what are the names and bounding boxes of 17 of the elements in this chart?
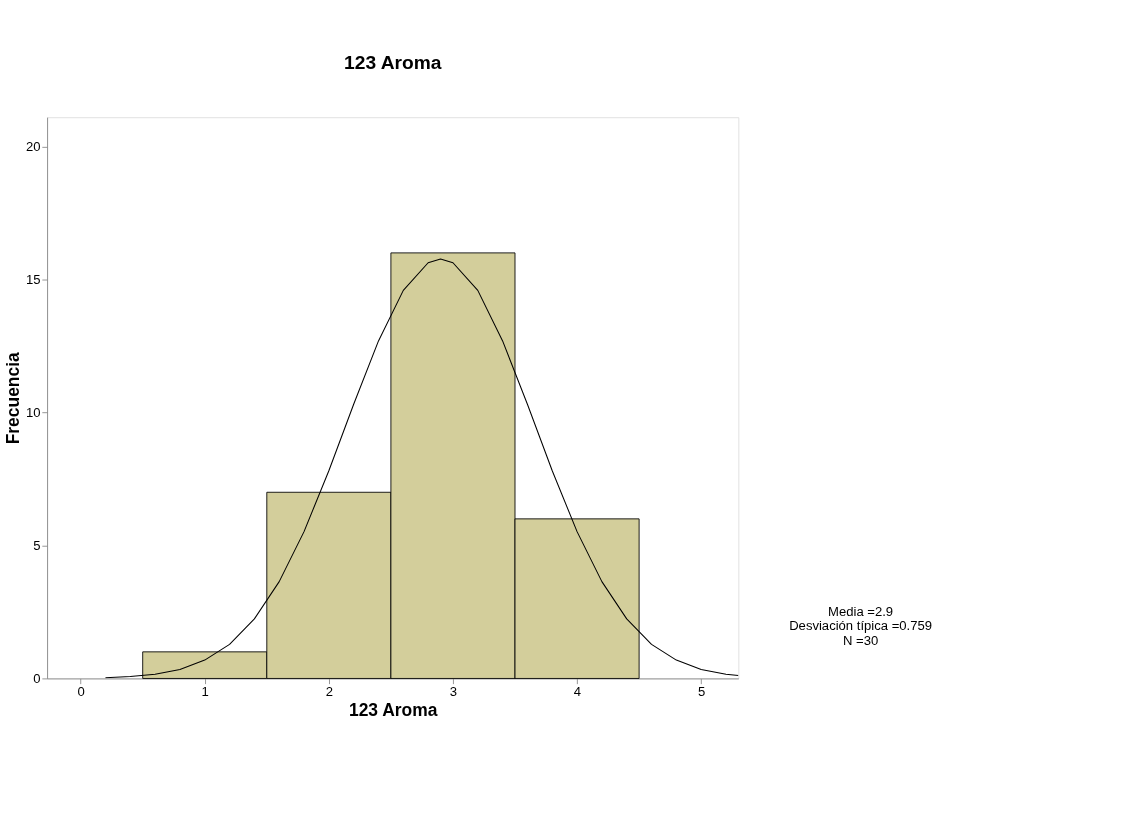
x-tick-label: 0 xyxy=(77,684,85,700)
x-axis-title: 123 Aroma xyxy=(348,700,438,721)
x-tick-label: 2 xyxy=(325,684,333,700)
x-tick-label: 4 xyxy=(573,684,582,700)
text: Desviación típica =0.759 xyxy=(789,618,933,634)
x-tick-label: 3 xyxy=(449,684,458,700)
chart-title: 123 Aroma xyxy=(344,52,442,74)
y-axis-title: Frecuencia xyxy=(3,351,24,445)
y-tick-label: 5 xyxy=(33,538,41,554)
y-tick-label: 10 xyxy=(26,405,41,421)
y-tick-label: 20 xyxy=(26,139,41,155)
x-tick-label: 1 xyxy=(201,684,209,700)
y-tick-label: 0 xyxy=(33,671,41,687)
y-tick-label: 15 xyxy=(26,272,41,288)
x-tick-label: 5 xyxy=(697,684,706,700)
text: Media =2.9 xyxy=(828,603,894,619)
text: N =30 xyxy=(842,633,879,649)
